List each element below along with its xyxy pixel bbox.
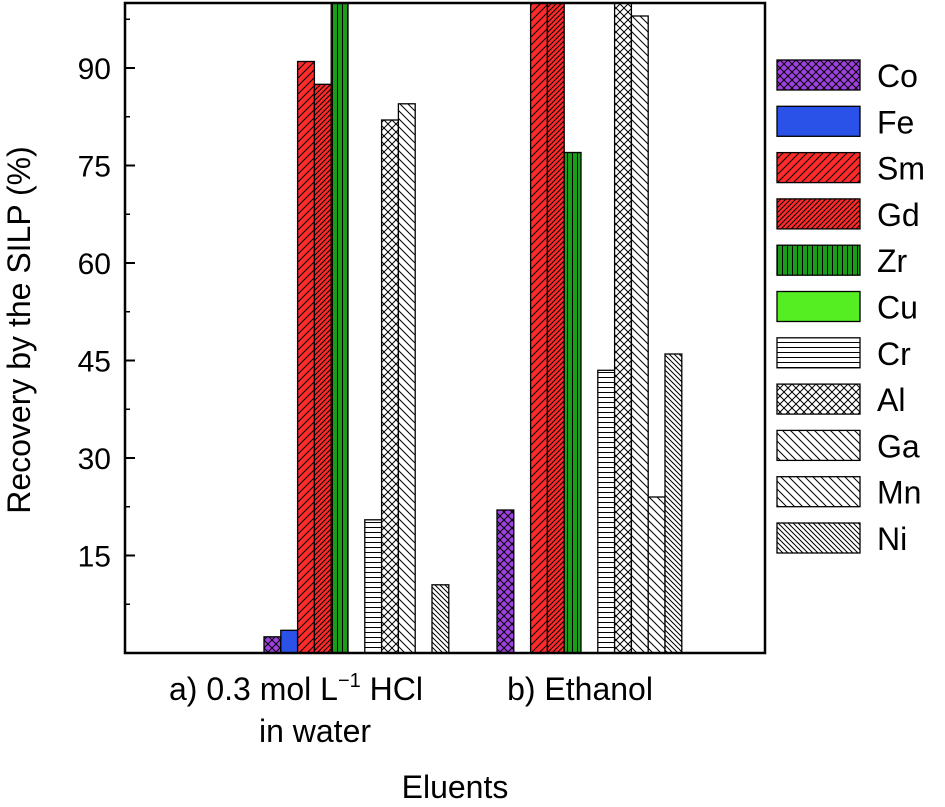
legend-label-ga: Ga <box>877 428 920 464</box>
bar-mn-1 <box>647 496 666 654</box>
legend-label-zr: Zr <box>877 243 908 279</box>
bar-cr-1 <box>597 369 616 654</box>
legend-swatch-cu <box>776 290 861 323</box>
y-axis-title: Recovery by the SILP (%) <box>1 146 37 514</box>
x-axis: a) 0.3 mol L−1 HCl in water b) Ethanol <box>169 670 653 749</box>
y-tick-label: 15 <box>78 541 111 574</box>
bar-co-0 <box>263 636 282 654</box>
bar-ga-0 <box>397 103 416 654</box>
legend-label-co: Co <box>877 58 918 94</box>
legend-label-ni: Ni <box>877 521 907 557</box>
y-tick-label: 60 <box>78 248 111 281</box>
bar-co-1 <box>496 509 515 654</box>
x-tick-label: b) Ethanol <box>507 671 653 707</box>
plot-frame <box>123 1 767 655</box>
y-tick-label: 90 <box>78 53 111 86</box>
legend-label-cu: Cu <box>877 290 918 326</box>
bar-al-0 <box>380 119 400 654</box>
bar-gd-0 <box>313 83 332 654</box>
legend-swatch-zr <box>776 244 861 276</box>
bar-ni-0 <box>431 584 450 654</box>
legend-label-fe: Fe <box>877 104 914 140</box>
y-tick-label: 45 <box>78 346 111 379</box>
y-tick-label: 75 <box>78 151 111 184</box>
legend: Co Fe Sm Gd Zr Cu Cr Al Ga Mn Ni <box>776 58 925 557</box>
bar-sm-0 <box>296 60 316 654</box>
legend-swatch-al <box>776 383 861 415</box>
legend-swatch-ni <box>776 522 861 554</box>
bar-cr-0 <box>364 519 383 654</box>
bar-sm-1 <box>529 2 549 654</box>
bar-zr-1 <box>563 151 582 654</box>
legend-swatch-cr <box>776 337 861 369</box>
bar-ni-1 <box>664 353 683 654</box>
legend-label-cr: Cr <box>877 336 911 372</box>
y-axis: 15 30 45 60 75 90 <box>78 18 135 605</box>
x-tick-label: in water <box>259 713 371 749</box>
legend-swatch-fe <box>776 105 861 137</box>
bar-al-1 <box>613 2 633 654</box>
bar-ga-1 <box>630 15 649 654</box>
legend-swatch-mn <box>776 476 861 508</box>
bar-gd-1 <box>546 2 565 654</box>
x-tick-label: a) 0.3 mol L−1 HCl <box>169 670 423 707</box>
bar-zr-0 <box>330 2 349 654</box>
legend-label-sm: Sm <box>877 151 925 187</box>
legend-swatch-co <box>776 59 861 91</box>
legend-swatch-sm <box>776 151 861 184</box>
y-tick-label: 30 <box>78 443 111 476</box>
bars-group <box>263 2 683 654</box>
legend-label-al: Al <box>877 382 905 418</box>
legend-label-mn: Mn <box>877 475 921 511</box>
x-axis-title: Eluents <box>402 769 509 805</box>
bar-fe-0 <box>280 629 299 654</box>
legend-label-gd: Gd <box>877 197 920 233</box>
legend-swatch-gd <box>776 198 861 230</box>
legend-swatch-ga <box>776 429 861 462</box>
